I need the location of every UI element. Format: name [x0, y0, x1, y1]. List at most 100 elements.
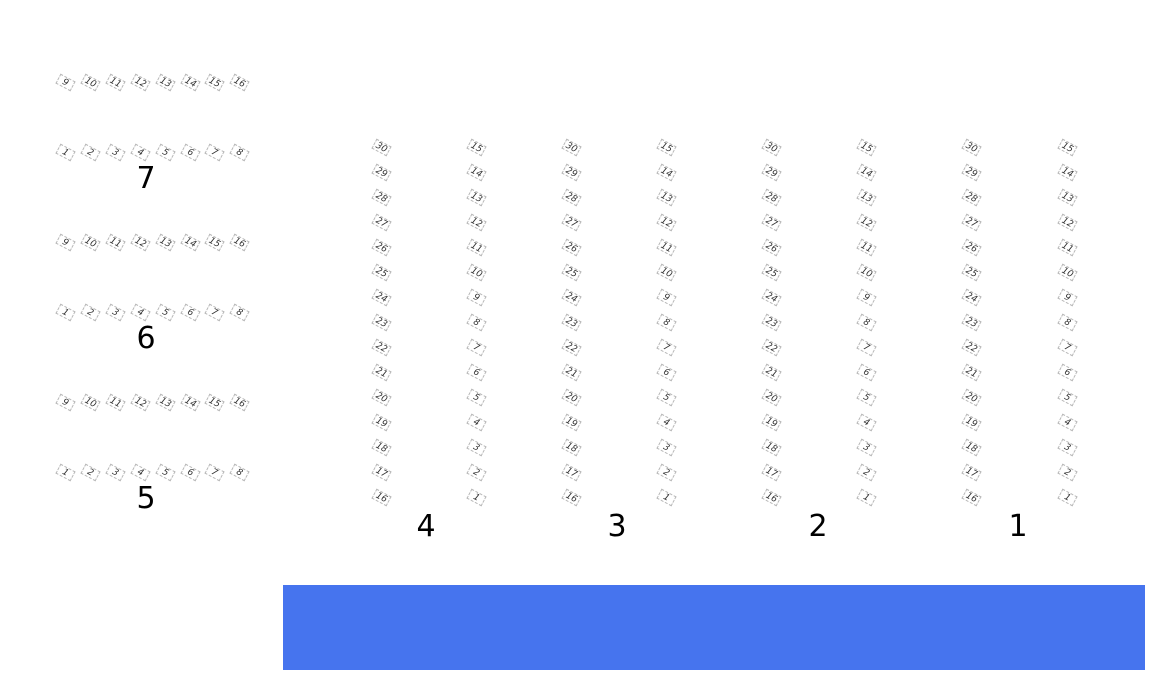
seat[interactable]: 1: [655, 488, 677, 506]
seat[interactable]: 16: [960, 488, 982, 506]
seat[interactable]: 4: [465, 413, 487, 431]
seat[interactable]: 23: [560, 313, 582, 331]
seat[interactable]: 17: [760, 463, 782, 481]
seat[interactable]: 7: [203, 303, 225, 321]
seat[interactable]: 16: [760, 488, 782, 506]
seat[interactable]: 5: [154, 463, 176, 481]
seat[interactable]: 3: [655, 438, 677, 456]
seat[interactable]: 18: [960, 438, 982, 456]
seat[interactable]: 28: [960, 188, 982, 206]
seat[interactable]: 13: [655, 188, 677, 206]
seat[interactable]: 11: [104, 393, 126, 411]
seat[interactable]: 15: [203, 233, 225, 251]
seat[interactable]: 2: [465, 463, 487, 481]
seat[interactable]: 15: [203, 393, 225, 411]
seat[interactable]: 2: [79, 463, 101, 481]
seat[interactable]: 25: [560, 263, 582, 281]
seat[interactable]: 26: [370, 238, 392, 256]
seat[interactable]: 5: [655, 388, 677, 406]
seat[interactable]: 28: [370, 188, 392, 206]
seat[interactable]: 16: [228, 73, 250, 91]
seat[interactable]: 29: [960, 163, 982, 181]
seat[interactable]: 4: [129, 303, 151, 321]
seat[interactable]: 4: [129, 143, 151, 161]
seat[interactable]: 15: [465, 138, 487, 156]
seat[interactable]: 6: [179, 143, 201, 161]
seat[interactable]: 3: [855, 438, 877, 456]
seat[interactable]: 13: [1056, 188, 1078, 206]
seat[interactable]: 23: [760, 313, 782, 331]
seat[interactable]: 1: [54, 303, 76, 321]
seat[interactable]: 8: [1056, 313, 1078, 331]
seat[interactable]: 14: [465, 163, 487, 181]
seat[interactable]: 9: [54, 393, 76, 411]
seat[interactable]: 2: [655, 463, 677, 481]
seat[interactable]: 18: [760, 438, 782, 456]
seat[interactable]: 29: [370, 163, 392, 181]
seat[interactable]: 25: [370, 263, 392, 281]
seat[interactable]: 17: [370, 463, 392, 481]
seat[interactable]: 5: [154, 143, 176, 161]
seat[interactable]: 14: [655, 163, 677, 181]
seat[interactable]: 16: [560, 488, 582, 506]
seat[interactable]: 30: [560, 138, 582, 156]
seat[interactable]: 1: [54, 143, 76, 161]
seat[interactable]: 8: [465, 313, 487, 331]
seat[interactable]: 8: [228, 143, 250, 161]
seat[interactable]: 6: [179, 463, 201, 481]
seat[interactable]: 20: [760, 388, 782, 406]
seat[interactable]: 22: [560, 338, 582, 356]
seat[interactable]: 9: [465, 288, 487, 306]
seat[interactable]: 19: [560, 413, 582, 431]
seat[interactable]: 2: [1056, 463, 1078, 481]
seat[interactable]: 12: [465, 213, 487, 231]
seat[interactable]: 25: [760, 263, 782, 281]
seat[interactable]: 1: [855, 488, 877, 506]
seat[interactable]: 3: [1056, 438, 1078, 456]
seat[interactable]: 16: [228, 393, 250, 411]
seat[interactable]: 1: [54, 463, 76, 481]
seat[interactable]: 2: [855, 463, 877, 481]
seat[interactable]: 3: [104, 143, 126, 161]
seat[interactable]: 7: [203, 143, 225, 161]
seat[interactable]: 7: [203, 463, 225, 481]
seat[interactable]: 2: [79, 143, 101, 161]
seat[interactable]: 30: [760, 138, 782, 156]
seat[interactable]: 13: [855, 188, 877, 206]
seat[interactable]: 13: [154, 73, 176, 91]
seat[interactable]: 14: [179, 233, 201, 251]
seat[interactable]: 10: [79, 233, 101, 251]
seat[interactable]: 19: [370, 413, 392, 431]
seat[interactable]: 12: [129, 73, 151, 91]
seat[interactable]: 5: [465, 388, 487, 406]
seat[interactable]: 12: [1056, 213, 1078, 231]
seat[interactable]: 19: [960, 413, 982, 431]
seat[interactable]: 8: [855, 313, 877, 331]
seat[interactable]: 14: [1056, 163, 1078, 181]
seat[interactable]: 12: [655, 213, 677, 231]
seat[interactable]: 7: [655, 338, 677, 356]
seat[interactable]: 21: [560, 363, 582, 381]
seat[interactable]: 11: [104, 73, 126, 91]
seat[interactable]: 5: [1056, 388, 1078, 406]
seat[interactable]: 10: [655, 263, 677, 281]
seat[interactable]: 21: [760, 363, 782, 381]
seat[interactable]: 29: [560, 163, 582, 181]
seat[interactable]: 24: [960, 288, 982, 306]
seat[interactable]: 27: [960, 213, 982, 231]
seat[interactable]: 10: [79, 393, 101, 411]
seat[interactable]: 11: [855, 238, 877, 256]
seat[interactable]: 26: [960, 238, 982, 256]
seat[interactable]: 10: [465, 263, 487, 281]
seat[interactable]: 8: [655, 313, 677, 331]
seat[interactable]: 17: [560, 463, 582, 481]
seat[interactable]: 25: [960, 263, 982, 281]
seat[interactable]: 27: [560, 213, 582, 231]
seat[interactable]: 11: [104, 233, 126, 251]
seat[interactable]: 15: [203, 73, 225, 91]
seat[interactable]: 15: [655, 138, 677, 156]
seat[interactable]: 28: [560, 188, 582, 206]
seat[interactable]: 6: [465, 363, 487, 381]
seat[interactable]: 8: [228, 463, 250, 481]
seat[interactable]: 20: [960, 388, 982, 406]
